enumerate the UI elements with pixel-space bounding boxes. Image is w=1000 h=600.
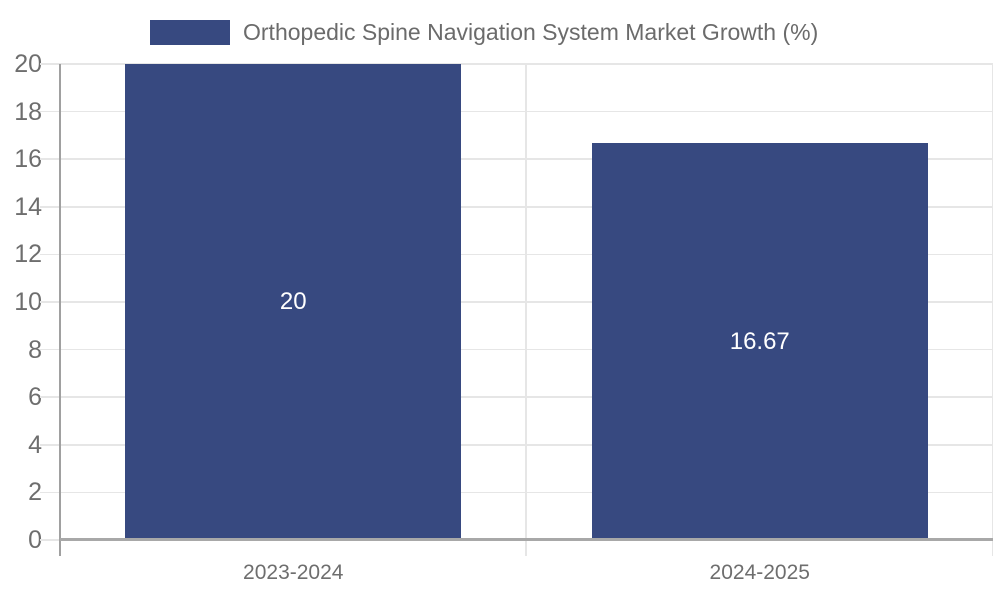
x-gridline-2 <box>991 64 993 556</box>
bar-2023-2024[interactable]: 20 <box>125 64 462 540</box>
y-gridline-20 <box>40 63 993 65</box>
legend: Orthopedic Spine Navigation System Marke… <box>150 19 818 45</box>
y-gridline-14 <box>40 206 993 208</box>
y-gridline-12 <box>40 253 993 256</box>
y-tick-label-8: 8 <box>28 335 42 364</box>
plot-area: 20 16.67 <box>40 63 993 556</box>
legend-label: Orthopedic Spine Navigation System Marke… <box>243 18 819 45</box>
y-gridline-6 <box>40 396 993 398</box>
y-tick-label-14: 14 <box>14 192 42 221</box>
x-axis-line <box>60 538 993 541</box>
x-tick-label-2024-2025: 2024-2025 <box>709 561 810 584</box>
y-tick-label-4: 4 <box>28 430 42 459</box>
y-gridline-8 <box>40 348 993 351</box>
y-gridline-2 <box>40 491 993 494</box>
y-tick-label-20: 20 <box>14 50 42 78</box>
x-tick-label-2023-2024: 2023-2024 <box>243 561 344 584</box>
y-gridline-10 <box>40 301 993 303</box>
y-tick-label-10: 10 <box>14 288 42 316</box>
bar-value-label-2023-2024: 20 <box>279 288 307 315</box>
y-tick-label-6: 6 <box>28 383 42 412</box>
bar-value-label-2024-2025: 16.67 <box>729 327 790 355</box>
y-tick-label-16: 16 <box>14 145 42 174</box>
y-gridline-16 <box>40 158 993 160</box>
legend-swatch-icon[interactable] <box>150 19 230 45</box>
y-gridline-4 <box>40 444 993 446</box>
y-tick-label-0: 0 <box>28 526 42 554</box>
y-tick-label-2: 2 <box>28 478 42 507</box>
y-axis-line <box>59 64 61 556</box>
bar-2024-2025[interactable]: 16.67 <box>591 143 928 540</box>
y-tick-label-18: 18 <box>14 97 42 126</box>
y-gridline-18 <box>40 110 993 113</box>
y-tick-label-12: 12 <box>14 240 42 269</box>
x-gridline-1 <box>525 64 527 556</box>
